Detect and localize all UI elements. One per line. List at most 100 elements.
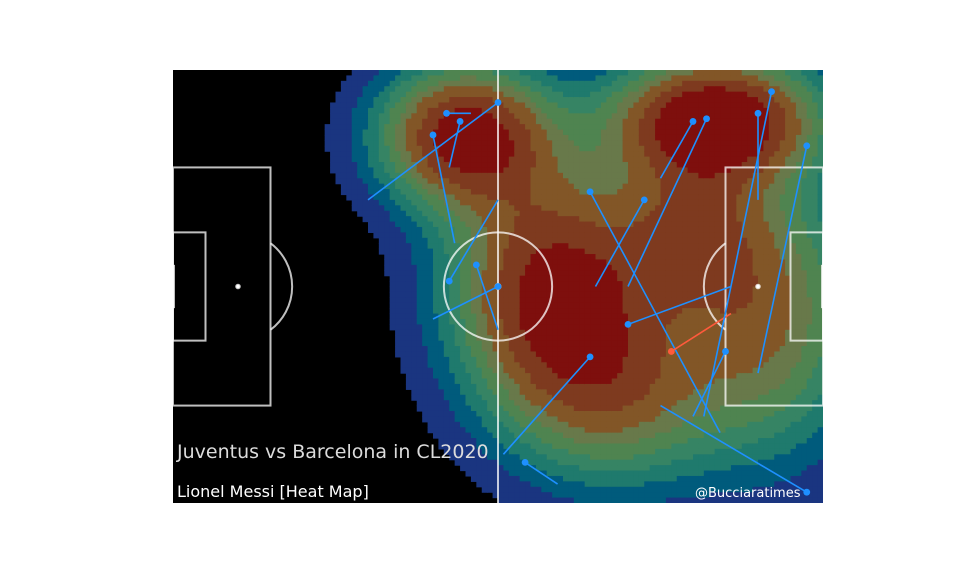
heat-cell xyxy=(465,346,472,353)
heat-cell xyxy=(568,167,575,174)
heat-cell xyxy=(687,394,694,401)
heat-cell xyxy=(346,86,353,93)
heat-cell xyxy=(584,248,591,255)
heat-cell xyxy=(687,308,694,315)
heat-cell xyxy=(351,113,358,120)
heat-cell xyxy=(422,281,429,288)
heat-cell xyxy=(546,362,553,369)
heat-cell xyxy=(395,183,402,190)
heat-cell xyxy=(492,129,499,136)
heat-cell xyxy=(655,286,662,293)
heat-cell xyxy=(481,151,488,158)
heat-cell xyxy=(552,183,559,190)
heat-cell xyxy=(649,129,656,136)
heat-cell xyxy=(720,270,727,277)
heat-cell xyxy=(595,340,602,347)
heat-cell xyxy=(465,216,472,223)
heat-cell xyxy=(655,492,662,499)
heat-cell xyxy=(541,86,548,93)
heat-cell xyxy=(481,356,488,363)
heat-cell xyxy=(389,167,396,174)
heat-cell xyxy=(405,291,412,298)
heat-cell xyxy=(579,232,586,239)
heat-cell xyxy=(519,297,526,304)
heat-cell xyxy=(324,140,331,147)
heat-cell xyxy=(492,259,499,266)
heat-cell xyxy=(693,448,700,455)
heat-cell xyxy=(346,151,353,158)
heat-cell xyxy=(579,189,586,196)
heat-cell xyxy=(492,367,499,374)
heat-cell xyxy=(584,454,591,461)
heat-cell xyxy=(638,124,645,131)
heat-cell xyxy=(373,102,380,109)
heat-cell xyxy=(552,351,559,358)
heat-cell xyxy=(443,194,450,201)
heat-cell xyxy=(481,80,488,87)
heat-cell xyxy=(633,75,640,82)
heat-cell xyxy=(416,394,423,401)
heat-cell xyxy=(611,118,618,125)
heat-cell xyxy=(389,118,396,125)
heat-cell xyxy=(606,275,613,282)
heat-cell xyxy=(687,145,694,152)
heat-cell xyxy=(693,416,700,423)
heat-cell xyxy=(438,237,445,244)
heat-cell xyxy=(492,481,499,488)
heat-cell xyxy=(433,162,440,169)
heat-cell xyxy=(411,324,418,331)
heat-cell xyxy=(454,291,461,298)
heat-cell xyxy=(682,405,689,412)
heat-cell xyxy=(606,427,613,434)
heat-cell xyxy=(606,270,613,277)
heat-cell xyxy=(665,75,672,82)
heat-cell xyxy=(595,97,602,104)
heat-cell xyxy=(693,373,700,380)
heat-cell xyxy=(476,367,483,374)
heat-cell xyxy=(703,199,710,206)
heat-cell xyxy=(568,394,575,401)
heat-cell xyxy=(709,237,716,244)
heat-cell xyxy=(525,172,532,179)
heat-cell xyxy=(324,129,331,136)
heat-cell xyxy=(395,91,402,98)
heat-cell xyxy=(665,389,672,396)
heat-cell xyxy=(590,113,597,120)
heat-cell xyxy=(563,481,570,488)
heat-cell xyxy=(703,454,710,461)
heat-cell xyxy=(584,232,591,239)
heat-cell xyxy=(535,394,542,401)
heat-cell xyxy=(595,448,602,455)
heat-cell xyxy=(660,475,667,482)
heat-cell xyxy=(714,335,721,342)
heat-cell xyxy=(330,113,337,120)
heat-cell xyxy=(422,270,429,277)
heat-cell xyxy=(638,329,645,336)
heat-cell xyxy=(665,297,672,304)
heat-cell xyxy=(655,275,662,282)
heat-cell xyxy=(638,481,645,488)
heat-cell xyxy=(487,281,494,288)
heat-cell xyxy=(487,475,494,482)
heat-cell xyxy=(416,80,423,87)
heat-cell xyxy=(563,102,570,109)
heat-cell xyxy=(357,113,364,120)
heat-cell xyxy=(535,302,542,309)
heat-cell xyxy=(617,70,624,77)
heat-cell xyxy=(573,443,580,450)
heat-cell xyxy=(357,189,364,196)
heat-cell xyxy=(687,416,694,423)
heat-cell xyxy=(411,226,418,233)
heat-cell xyxy=(487,346,494,353)
heat-cell xyxy=(514,199,521,206)
heat-cell xyxy=(682,286,689,293)
heat-cell xyxy=(449,448,456,455)
heat-cell xyxy=(525,367,532,374)
heat-cell xyxy=(460,421,467,428)
heat-cell xyxy=(340,124,347,131)
heat-cell xyxy=(584,383,591,390)
heat-cell xyxy=(622,70,629,77)
heat-cell xyxy=(498,232,505,239)
heat-cell xyxy=(644,129,651,136)
heat-cell xyxy=(411,140,418,147)
